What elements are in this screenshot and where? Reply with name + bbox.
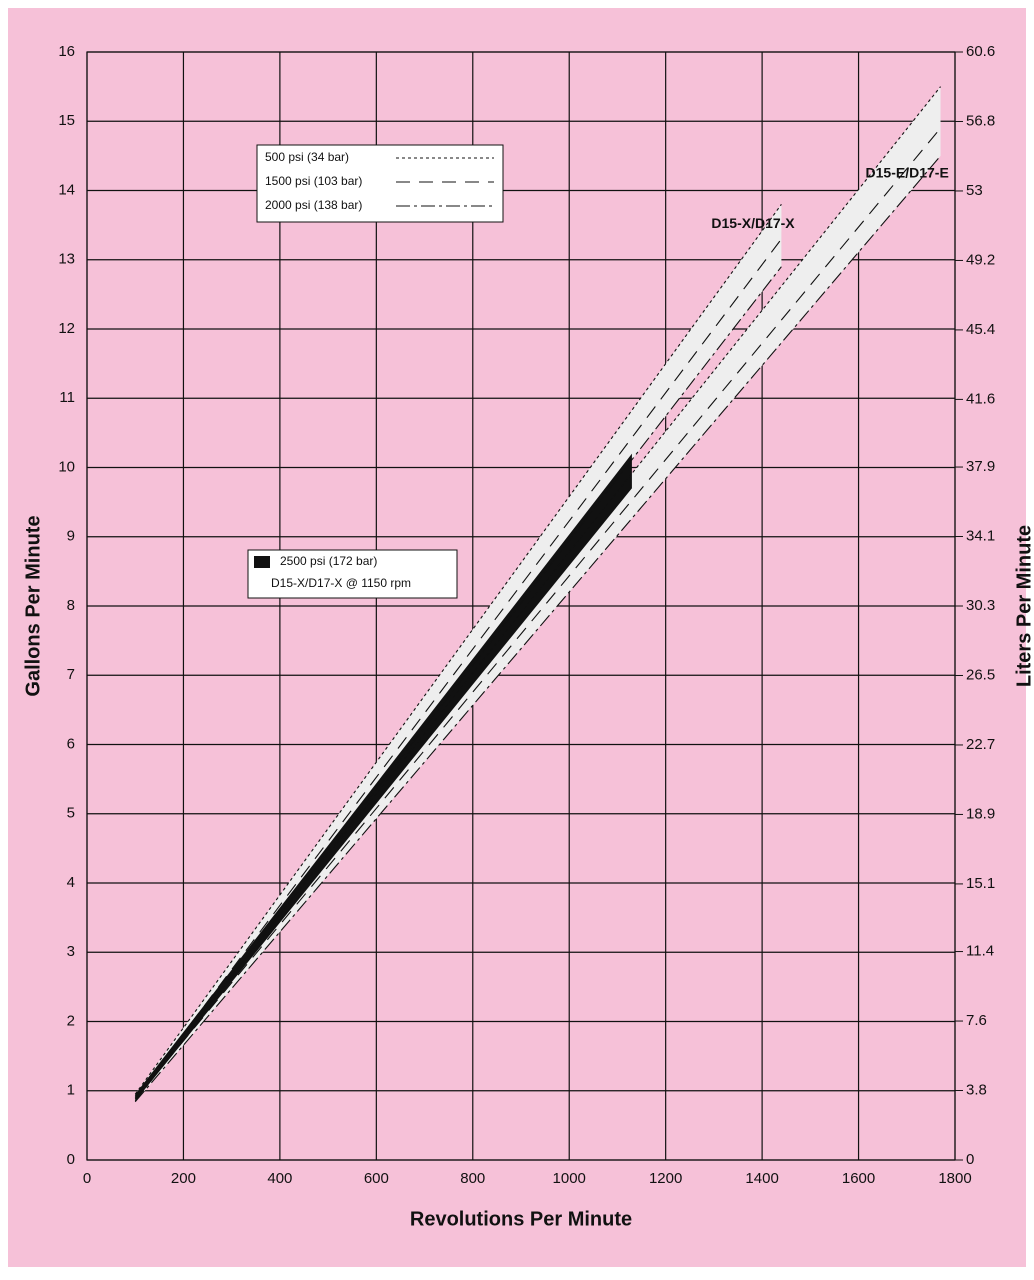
band-legend-note: D15-X/D17-X @ 1150 rpm [271, 576, 411, 590]
x-tick-label: 1400 [745, 1170, 778, 1187]
y2-tick-label: 34.1 [966, 527, 995, 544]
y-tick-label: 3 [67, 943, 75, 960]
x-axis-title: Revolutions Per Minute [410, 1208, 632, 1230]
pressure-line [134, 155, 941, 1103]
band-legend-box [247, 549, 458, 599]
y-tick-label: 4 [67, 874, 75, 891]
y2-tick-label: 49.2 [966, 251, 995, 268]
y2-tick-label: 56.8 [966, 112, 995, 129]
y-tick-label: 7 [67, 666, 75, 683]
x-tick-label: 200 [171, 1170, 196, 1187]
y-axis-title: Gallons Per Minute [22, 515, 44, 696]
band-legend-swatch [254, 556, 270, 568]
x-tick-label: 400 [267, 1170, 292, 1187]
y-tick-label: 10 [58, 458, 75, 475]
pressure-line [134, 86, 941, 1097]
y-tick-label: 12 [58, 320, 75, 337]
y2-tick-label: 60.6 [966, 43, 995, 60]
y-tick-label: 9 [67, 528, 75, 545]
y2-tick-label: 11.4 [966, 943, 994, 960]
y2-tick-label: 15.1 [966, 875, 995, 892]
legend-label: 2000 psi (138 bar) [265, 198, 362, 212]
legend-label: 1500 psi (103 bar) [265, 174, 362, 188]
x-tick-label: 1800 [938, 1170, 971, 1187]
y2-tick-label: 41.6 [966, 390, 995, 407]
pressure-line [134, 266, 782, 1102]
y2-tick-label: 7.6 [966, 1012, 987, 1029]
band-legend-label: 2500 psi (172 bar) [280, 554, 377, 568]
pressure-line [134, 238, 782, 1099]
legend-label: 500 psi (34 bar) [265, 150, 349, 164]
y-tick-label: 1 [67, 1082, 75, 1099]
y2-tick-label: 0 [966, 1151, 974, 1168]
y-tick-label: 16 [58, 43, 75, 60]
y2-tick-label: 22.7 [966, 736, 995, 753]
y2-tick-label: 18.9 [966, 805, 995, 822]
model-label: D15-X/D17-X [711, 215, 795, 231]
x-tick-label: 1600 [842, 1170, 875, 1187]
y-tick-label: 6 [67, 735, 75, 752]
y2-tick-label: 30.3 [966, 597, 995, 614]
pressure-line [134, 127, 941, 1100]
y-tick-label: 2 [67, 1012, 75, 1029]
pressure-band [135, 453, 632, 1102]
x-tick-label: 1200 [649, 1170, 682, 1187]
y-tick-label: 13 [58, 251, 75, 268]
y2-tick-label: 3.8 [966, 1081, 987, 1098]
y2-tick-label: 45.4 [966, 321, 995, 338]
model-label: D15-E/D17-E [866, 164, 949, 180]
y2-tick-label: 37.9 [966, 458, 995, 475]
y-tick-label: 15 [58, 112, 75, 129]
y-tick-label: 14 [58, 181, 75, 198]
y2-axis-title: Liters Per Minute [1013, 525, 1034, 687]
y2-tick-label: 53 [966, 182, 983, 199]
y-tick-label: 0 [67, 1151, 75, 1168]
x-tick-label: 600 [364, 1170, 389, 1187]
y-tick-label: 5 [67, 805, 75, 822]
y-tick-label: 11 [59, 389, 75, 406]
x-tick-label: 0 [83, 1170, 91, 1187]
x-tick-label: 1000 [553, 1170, 586, 1187]
y2-tick-label: 26.5 [966, 666, 995, 683]
plot-marks [134, 86, 941, 1103]
y-tick-label: 8 [67, 597, 75, 614]
x-tick-label: 800 [460, 1170, 485, 1187]
operating-range [135, 204, 782, 1102]
